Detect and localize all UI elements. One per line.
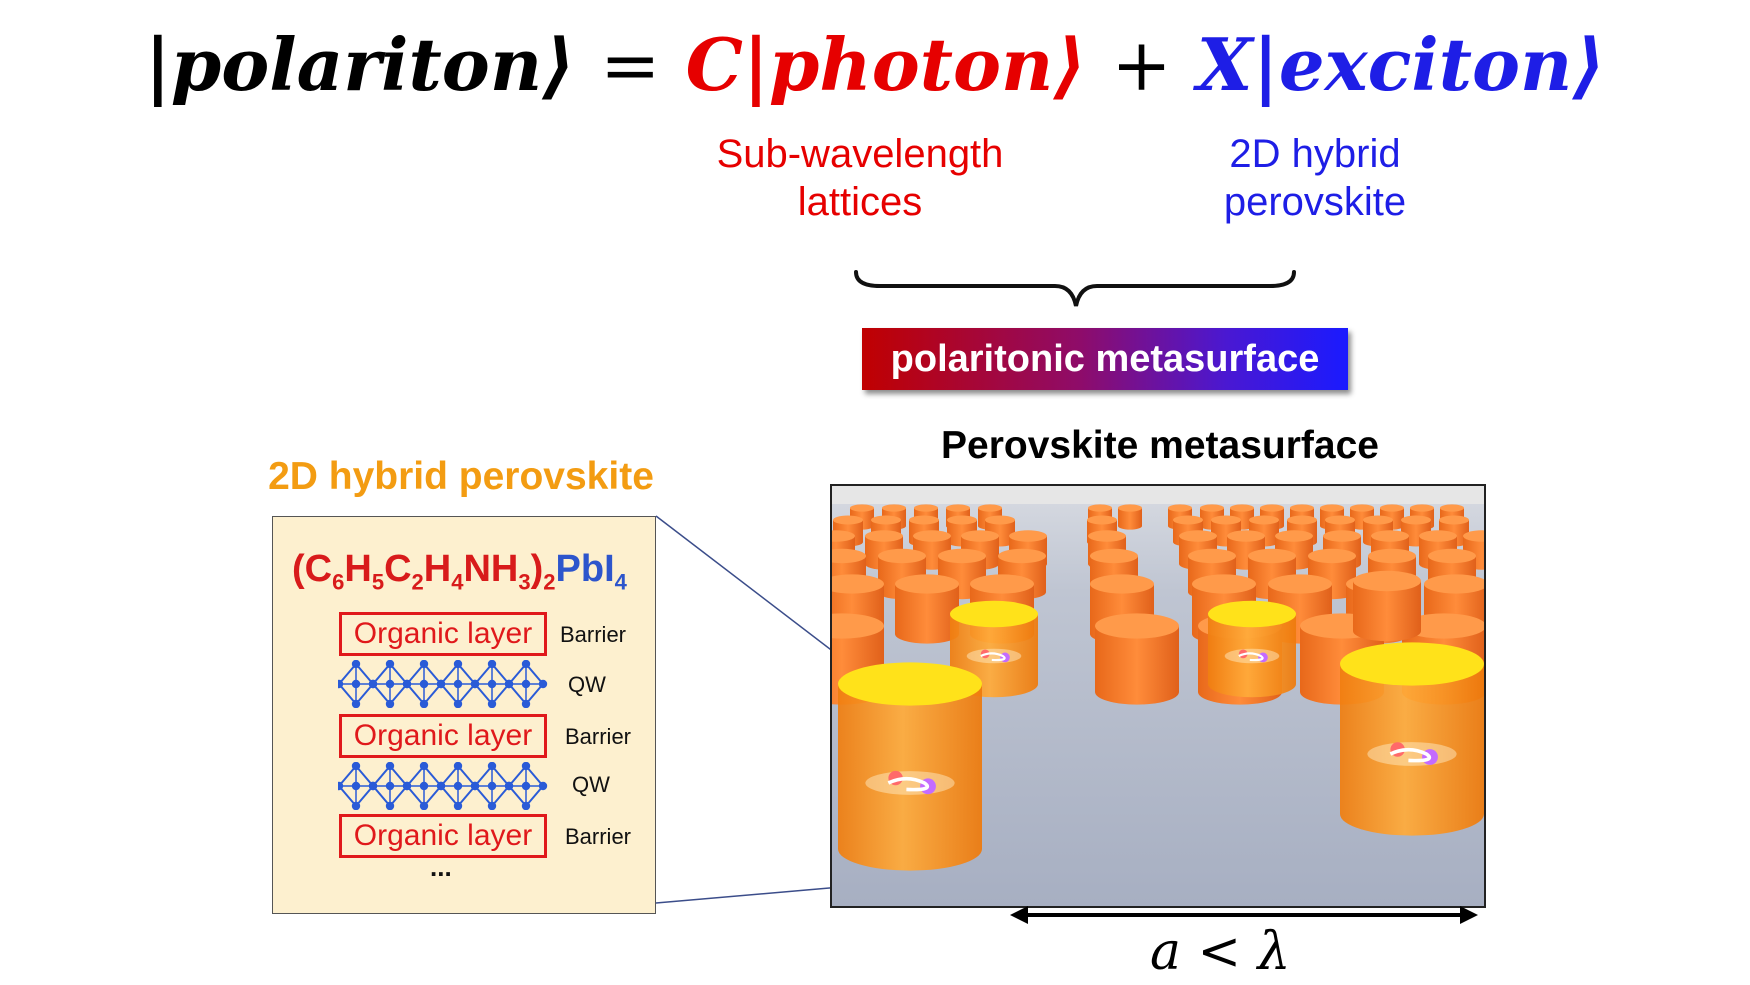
photon-label-line2: lattices <box>797 180 923 224</box>
chemical-formula: (C6H5C2H4NH3)2PbI4 <box>292 548 627 595</box>
nanopillar <box>838 662 982 871</box>
equals-sign: = <box>600 23 661 107</box>
quantum-well-octahedra-2 <box>338 762 548 810</box>
plus-sign: + <box>1111 23 1172 107</box>
organic-layer-3: Organic layer <box>339 814 547 858</box>
polariton-equation: |polariton⟩ = C|photon⟩ + X|exciton⟩ <box>0 20 1750 110</box>
quantum-well-octahedra-1 <box>338 660 548 708</box>
nanopillar <box>1353 570 1421 642</box>
layer-ellipsis: ... <box>430 852 452 882</box>
organic-layer-1: Organic layer <box>339 612 547 656</box>
octahedron <box>504 762 548 810</box>
right-panel-title: Perovskite metasurface <box>941 424 1379 467</box>
barrier-label-1: Barrier <box>560 622 627 647</box>
lattice-period-arrow <box>1010 906 1478 924</box>
metasurface-render <box>830 484 1486 908</box>
nanopillar <box>1340 642 1484 836</box>
polaritonic-metasurface-banner: polaritonic metasurface <box>862 328 1348 390</box>
exciton-term: X|exciton⟩ <box>1196 22 1606 107</box>
nanopillar <box>1095 613 1179 705</box>
lattice-condition-label: a < λ <box>1150 922 1291 982</box>
exciton-label-line1: 2D hybrid <box>1229 132 1401 176</box>
barrier-label-2: Barrier <box>565 724 632 749</box>
nanopillar <box>1208 600 1296 698</box>
photon-label-line1: Sub-wavelength <box>716 132 1004 176</box>
photon-label: Sub-wavelength lattices <box>680 130 1040 226</box>
curly-brace <box>854 270 1296 307</box>
qw-label-2: QW <box>572 772 610 797</box>
organic-layer-2: Organic layer <box>339 714 547 758</box>
polariton-ket: |polariton⟩ <box>144 22 576 107</box>
exciton-label: 2D hybrid perovskite <box>1175 130 1455 226</box>
left-panel-title: 2D hybrid perovskite <box>268 455 654 498</box>
qw-label-1: QW <box>568 672 606 697</box>
octahedron <box>504 660 548 708</box>
octahedron <box>368 660 412 708</box>
nanopillar <box>1118 504 1142 530</box>
nanopillar <box>895 574 959 644</box>
exciton-label-line2: perovskite <box>1223 180 1407 224</box>
photon-term: C|photon⟩ <box>685 22 1087 107</box>
barrier-label-3: Barrier <box>565 824 632 849</box>
